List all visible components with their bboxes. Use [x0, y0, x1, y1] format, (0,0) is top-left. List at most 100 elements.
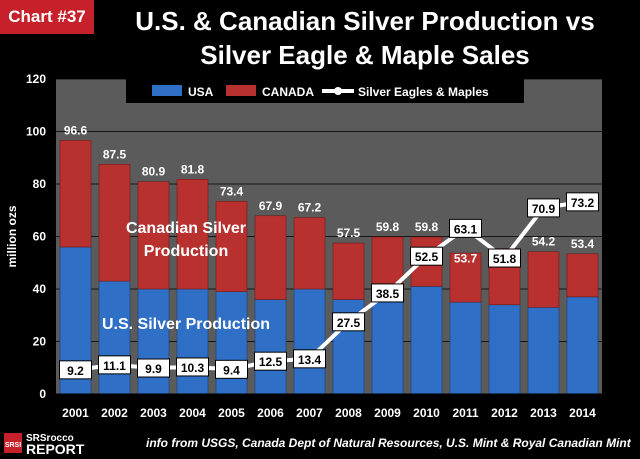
line-value-box: [527, 198, 560, 218]
y-tick-label: 60: [33, 230, 47, 244]
line-value-label: 9.2: [67, 364, 84, 378]
bar-total-label: 53.4: [571, 237, 595, 251]
line-value-label: 11.1: [103, 359, 126, 373]
bar-total-label: 80.9: [142, 165, 166, 179]
y-tick-label: 120: [26, 72, 46, 86]
line-value-label: 10.3: [181, 361, 205, 375]
line-value-label: 9.9: [145, 362, 162, 376]
line-value-box: [59, 360, 92, 380]
line-value-box: [215, 359, 248, 379]
x-tick-label: 2013: [530, 406, 557, 420]
logo-line2: REPORT: [26, 441, 85, 456]
line-value-label: 70.9: [532, 202, 556, 216]
x-tick-label: 2007: [296, 406, 323, 420]
x-tick-label: 2001: [62, 406, 89, 420]
bar-total-label: 57.5: [337, 226, 361, 240]
bar-usa: [254, 299, 287, 395]
x-tick-label: 2010: [413, 406, 440, 420]
x-tick-label: 2005: [218, 406, 245, 420]
y-axis-label: million ozs: [5, 205, 19, 267]
annotation-usa: U.S. Silver Production: [102, 316, 270, 333]
x-tick-label: 2014: [569, 406, 596, 420]
svg-text:SRSI: SRSI: [5, 442, 21, 449]
line-value-box: [137, 358, 170, 378]
bar-canada: [59, 140, 92, 248]
bar-canada: [449, 252, 482, 303]
bar-usa: [566, 296, 599, 395]
x-tick-label: 2009: [374, 406, 401, 420]
logo-mark: [4, 433, 22, 453]
line-value-box: [293, 349, 326, 369]
source-note: info from USGS, Canada Dept of Natural R…: [146, 436, 631, 450]
line-value-label: 63.1: [454, 222, 478, 236]
x-tick-label: 2003: [140, 406, 167, 420]
line-value-box: [176, 357, 209, 377]
bar-total-label: 59.8: [376, 220, 400, 234]
y-tick-label: 40: [33, 282, 47, 296]
legend-swatch-marker: [334, 87, 342, 95]
chart-title-line2: Silver Eagle & Maple Sales: [200, 40, 530, 70]
legend-label-usa: USA: [188, 85, 214, 99]
y-tick-label: 0: [39, 387, 46, 401]
line-value-label: 27.5: [337, 316, 361, 330]
line-value-box: [332, 312, 365, 332]
bar-canada: [566, 253, 599, 298]
bar-canada: [293, 217, 326, 290]
bar-usa: [488, 304, 521, 395]
x-tick-label: 2004: [179, 406, 206, 420]
bar-usa: [449, 301, 482, 395]
y-tick-label: 80: [33, 177, 47, 191]
bar-canada: [137, 181, 170, 290]
bar-usa: [293, 288, 326, 395]
line-value-box: [488, 248, 521, 268]
line-value-box: [98, 355, 131, 375]
y-tick-label: 100: [26, 125, 46, 139]
chart-title-line1: U.S. & Canadian Silver Production vs: [135, 6, 595, 36]
annotation-canada-line1: Canadian Silver: [126, 220, 246, 237]
line-value-label: 73.2: [571, 196, 595, 210]
legend-swatch-usa: [152, 85, 182, 96]
y-tick-label: 20: [33, 335, 47, 349]
bar-usa: [137, 288, 170, 395]
legend-label-canada: CANADA: [262, 85, 314, 99]
x-tick-label: 2008: [335, 406, 362, 420]
bar-total-label: 54.2: [532, 235, 556, 249]
bar-usa: [527, 307, 560, 395]
line-value-label: 13.4: [298, 353, 322, 367]
bar-canada: [176, 178, 209, 290]
logo-line1: SRSrocco: [26, 433, 74, 444]
legend-label-line: Silver Eagles & Maples: [358, 85, 489, 99]
x-tick-label: 2012: [491, 406, 518, 420]
annotation-canada-line2: Production: [144, 243, 228, 260]
line-value-label: 12.5: [259, 355, 283, 369]
x-tick-label: 2002: [101, 406, 128, 420]
line-value-label: 52.5: [415, 250, 439, 264]
line-value-box: [566, 192, 599, 212]
bar-canada: [98, 164, 131, 282]
bar-total-label: 81.8: [181, 162, 205, 176]
bar-usa: [410, 286, 443, 395]
bar-total-label: 87.5: [103, 147, 127, 161]
bar-total-label: 59.8: [415, 220, 439, 234]
bar-total-label: 67.2: [298, 201, 322, 215]
bar-canada: [215, 201, 248, 292]
line-value-box: [449, 218, 482, 238]
bar-total-label: 96.6: [64, 123, 88, 137]
bar-usa: [176, 288, 209, 395]
srsrocco-logo: SRSI SRSrocco REPORT: [4, 433, 85, 456]
bar-canada: [254, 215, 287, 300]
bar-total-label: 73.4: [220, 184, 244, 198]
line-value-box: [371, 283, 404, 303]
bar-usa: [371, 293, 404, 395]
line-value-label: 9.4: [223, 363, 240, 377]
bar-total-label: 53.7: [454, 251, 478, 265]
chart-title: U.S. & Canadian Silver Production vs Sil…: [95, 4, 635, 72]
line-value-box: [254, 351, 287, 371]
bar-total-label: 67.9: [259, 199, 283, 213]
line-value-label: 38.5: [376, 287, 400, 301]
bar-canada: [527, 251, 560, 308]
bar-canada: [332, 242, 365, 300]
x-tick-label: 2006: [257, 406, 284, 420]
